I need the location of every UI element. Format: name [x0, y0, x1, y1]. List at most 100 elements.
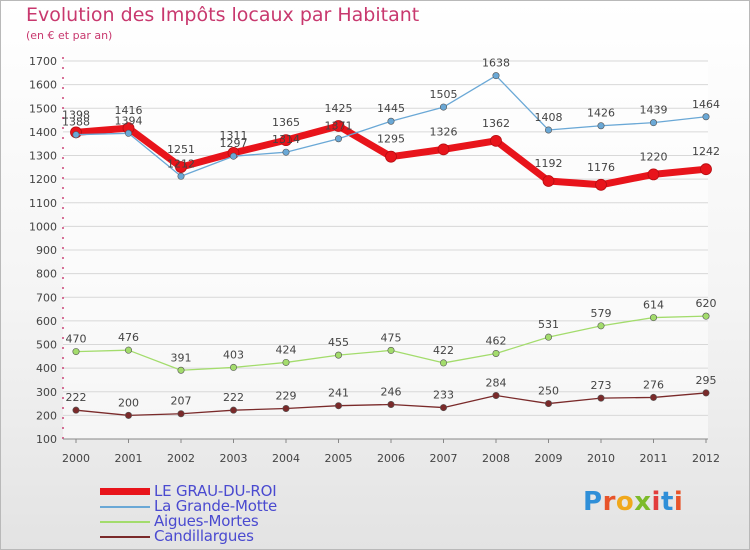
data-point: [649, 393, 657, 401]
data-point: [597, 322, 605, 330]
chart-title: Evolution des Impôts locaux par Habitant: [26, 4, 420, 26]
legend-swatch: [100, 506, 150, 508]
data-label: 1388: [62, 116, 90, 129]
data-label: 295: [696, 374, 717, 387]
legend-label: Candillargues: [154, 527, 254, 545]
data-point: [595, 178, 607, 191]
y-tick-label: 100: [36, 433, 57, 446]
data-point: [647, 168, 660, 181]
x-tick-label: 2004: [272, 452, 300, 465]
proxiti-logo: Proxiti: [583, 487, 683, 517]
x-tick-label: 2000: [62, 452, 90, 465]
data-point: [334, 402, 342, 410]
data-point: [597, 394, 605, 402]
logo-letter: t: [660, 487, 674, 517]
data-label: 1426: [587, 107, 615, 120]
legend-swatch: [100, 488, 150, 495]
x-tick-label: 2009: [535, 452, 563, 465]
data-point: [177, 366, 185, 374]
data-label: 391: [171, 351, 192, 364]
x-tick-label: 2011: [640, 452, 668, 465]
x-tick-label: 2012: [692, 452, 720, 465]
data-point: [544, 400, 552, 408]
data-label: 1638: [482, 57, 510, 70]
logo-letter: r: [602, 487, 616, 517]
data-point: [544, 126, 552, 134]
data-label: 1505: [430, 88, 458, 101]
logo-letter: i: [673, 487, 684, 517]
data-label: 1251: [167, 143, 195, 156]
data-point: [282, 148, 290, 156]
data-point: [542, 175, 555, 187]
data-label: 1445: [377, 102, 405, 115]
data-label: 1314: [272, 133, 300, 146]
data-point: [72, 348, 80, 356]
data-point: [177, 410, 185, 418]
data-point: [492, 349, 500, 357]
data-label: 222: [223, 391, 244, 404]
data-label: 1192: [535, 157, 563, 170]
logo-letter: i: [651, 487, 661, 517]
legend-item-le-grau-du-roi[interactable]: LE GRAU-DU-ROI: [100, 482, 360, 500]
data-point: [72, 406, 80, 414]
data-label: 276: [643, 378, 664, 391]
y-tick-label: 1300: [29, 150, 57, 163]
data-point: [230, 363, 238, 371]
y-tick-label: 900: [36, 244, 57, 257]
data-point: [439, 404, 447, 412]
data-label: 1176: [587, 161, 615, 174]
data-label: 462: [486, 334, 507, 347]
legend-item-aigues-mortes[interactable]: Aigues-Mortes: [100, 512, 360, 530]
data-point: [387, 117, 395, 125]
data-label: 579: [591, 307, 612, 320]
y-tick-label: 1600: [29, 79, 57, 92]
data-label: 620: [696, 297, 717, 310]
data-label: 1365: [272, 116, 300, 129]
data-point: [334, 351, 342, 359]
data-label: 1311: [220, 129, 248, 142]
data-label: 1464: [692, 98, 720, 111]
y-tick-label: 1500: [29, 102, 57, 115]
legend-label: Aigues-Mortes: [154, 512, 259, 530]
data-label: 1408: [535, 111, 563, 124]
data-label: 1398: [62, 108, 90, 121]
data-label: 1394: [115, 114, 143, 127]
data-label: 1425: [325, 102, 353, 115]
data-point: [702, 389, 710, 397]
data-point: [177, 172, 185, 180]
data-label: 246: [381, 386, 402, 399]
data-label: 229: [276, 390, 297, 403]
data-point: [125, 346, 133, 354]
data-label: 614: [643, 299, 664, 312]
data-point: [492, 72, 500, 80]
data-label: 1326: [430, 125, 458, 138]
chart-subtitle: (en € et par an): [26, 29, 113, 42]
data-point: [490, 134, 502, 147]
y-tick-label: 300: [36, 386, 57, 399]
legend-item-la-grande-motte[interactable]: La Grande-Motte: [100, 497, 360, 515]
y-tick-label: 1200: [29, 173, 57, 186]
data-label: 1297: [220, 137, 248, 150]
data-point: [334, 135, 342, 143]
data-label: 455: [328, 336, 349, 349]
y-tick-label: 800: [36, 268, 57, 281]
y-tick-label: 200: [36, 409, 57, 422]
data-label: 470: [66, 333, 87, 346]
legend: LE GRAU-DU-ROI La Grande-Motte Aigues-Mo…: [100, 482, 360, 545]
x-tick-label: 2003: [220, 452, 248, 465]
data-point: [230, 152, 238, 160]
data-label: 1362: [482, 117, 510, 130]
x-tick-label: 2008: [482, 452, 510, 465]
y-tick-label: 1700: [29, 55, 57, 68]
data-label: 476: [118, 331, 139, 344]
data-label: 273: [591, 379, 612, 392]
data-label: 241: [328, 387, 349, 400]
data-point: [125, 411, 133, 419]
y-tick-label: 1100: [29, 197, 57, 210]
data-label: 403: [223, 348, 244, 361]
y-tick-label: 700: [36, 291, 57, 304]
legend-swatch: [100, 521, 150, 523]
legend-item-candillargues[interactable]: Candillargues: [100, 527, 360, 545]
data-point: [439, 359, 447, 367]
data-point: [72, 131, 80, 139]
